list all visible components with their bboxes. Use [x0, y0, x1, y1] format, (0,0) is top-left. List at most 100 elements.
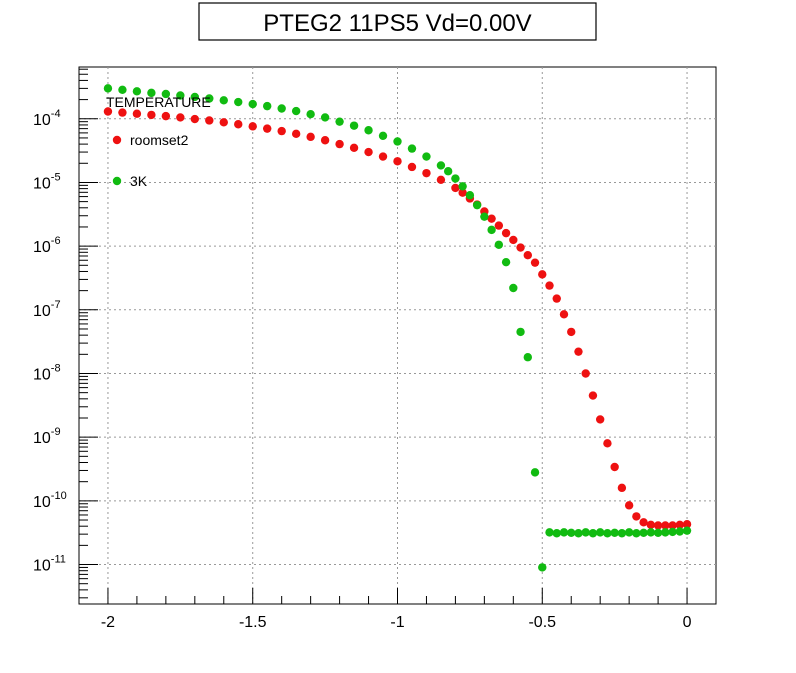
data-point-roomset2: [574, 347, 583, 356]
y-tick-label: 10-9: [33, 426, 61, 447]
axis-ticks: [78, 68, 717, 604]
data-point-roomset2: [234, 120, 243, 129]
data-point-roomset2: [588, 391, 598, 400]
data-point-3k: [559, 528, 569, 537]
data-point-roomset2: [422, 168, 431, 178]
chart-title: PTEG2 11PS5 Vd=0.00V: [263, 10, 531, 37]
data-point-roomset2: [639, 518, 648, 527]
data-point-roomset2: [509, 235, 518, 245]
data-point-roomset2: [682, 519, 692, 529]
legend: TEMPERATURE roomset2 3K: [106, 94, 211, 189]
y-tick-labels: 10-4 10-5 10-6 10-7 10-8 10-9 10-10 10-11: [33, 108, 67, 575]
data-point-3k: [161, 89, 171, 99]
data-point-roomset2: [603, 439, 612, 448]
data-point-roomset2: [451, 183, 460, 193]
legend-marker-3k: [112, 176, 122, 186]
y-tick-label: 10-4: [33, 108, 61, 129]
data-point-3k: [147, 88, 156, 98]
data-point-3k: [263, 101, 272, 111]
legend-label-roomset2: roomset2: [130, 132, 189, 148]
data-point-roomset2: [378, 152, 388, 161]
data-point-3k: [378, 131, 388, 141]
data-point-3k: [219, 96, 228, 105]
data-point-3k: [364, 126, 373, 135]
data-point-roomset2: [559, 310, 569, 319]
data-point-3k: [465, 191, 475, 200]
data-point-3k: [624, 528, 634, 537]
data-points: [103, 84, 692, 572]
legend-label-3k: 3K: [130, 173, 148, 189]
data-point-roomset2: [219, 118, 228, 127]
data-point-roomset2: [523, 251, 532, 260]
data-point-roomset2: [675, 520, 685, 530]
data-point-3k: [103, 84, 113, 93]
data-point-3k: [595, 528, 605, 537]
data-point-roomset2: [501, 228, 511, 238]
data-point-roomset2: [161, 111, 171, 121]
data-point-roomset2: [132, 109, 142, 118]
y-tick-label: 10-6: [33, 235, 61, 256]
data-point-3k: [509, 283, 518, 293]
data-point-roomset2: [205, 116, 214, 125]
data-point-3k: [567, 528, 576, 537]
data-point-3k: [588, 529, 598, 538]
data-point-3k: [451, 174, 460, 183]
x-tick-label: -2: [101, 614, 115, 631]
data-point-3k: [653, 528, 663, 537]
data-point-roomset2: [653, 521, 663, 530]
data-point-roomset2: [487, 214, 496, 223]
x-tick-label: -1: [390, 614, 404, 631]
y-tick-label: 10-5: [33, 171, 61, 192]
data-point-roomset2: [248, 122, 257, 131]
data-point-3k: [480, 212, 489, 221]
data-point-roomset2: [632, 512, 641, 521]
data-point-roomset2: [306, 132, 315, 142]
data-point-3k: [291, 106, 301, 116]
data-point-3k: [234, 97, 243, 107]
x-tick-label: 0: [683, 614, 692, 631]
data-point-roomset2: [291, 129, 301, 139]
data-point-3k: [610, 528, 619, 537]
data-point-3k: [393, 137, 402, 146]
data-point-roomset2: [364, 147, 373, 157]
data-point-roomset2: [458, 188, 467, 197]
grid: [79, 67, 716, 604]
data-point-3k: [661, 528, 670, 537]
data-point-3k: [632, 529, 641, 538]
x-tick-label: -0.5: [528, 614, 556, 631]
data-point-3k: [118, 85, 127, 95]
data-point-roomset2: [624, 501, 634, 510]
data-point-3k: [320, 113, 330, 122]
data-point-roomset2: [335, 139, 344, 149]
data-point-roomset2: [538, 270, 547, 279]
data-point-roomset2: [393, 157, 402, 166]
data-point-roomset2: [668, 521, 677, 530]
data-point-3k: [422, 152, 431, 161]
data-point-3k: [349, 121, 359, 130]
data-point-3k: [552, 529, 561, 538]
data-point-roomset2: [263, 124, 272, 133]
data-point-3k: [248, 99, 257, 109]
data-point-3k: [516, 327, 525, 337]
data-point-roomset2: [595, 415, 605, 424]
y-tick-label: 10-7: [33, 299, 61, 320]
data-point-roomset2: [103, 107, 113, 116]
data-point-3k: [487, 225, 496, 235]
data-point-3k: [501, 257, 511, 267]
y-tick-label: 10-11: [33, 554, 66, 575]
data-point-3k: [458, 182, 467, 191]
data-point-roomset2: [581, 369, 590, 378]
data-point-3k: [581, 528, 590, 537]
data-point-3k: [538, 563, 547, 572]
data-point-roomset2: [147, 110, 156, 120]
data-point-roomset2: [646, 520, 656, 530]
data-point-roomset2: [176, 113, 185, 122]
data-point-3k: [132, 87, 142, 96]
data-point-roomset2: [349, 143, 359, 153]
x-tick-label: -1.5: [239, 614, 267, 631]
data-point-3k: [675, 527, 685, 536]
data-point-3k: [646, 528, 656, 537]
data-point-roomset2: [552, 294, 561, 303]
data-point-3k: [190, 92, 200, 102]
